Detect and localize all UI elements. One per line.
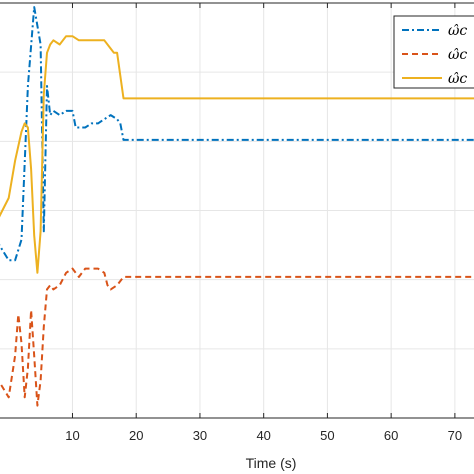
series-line-3 (0, 35, 474, 274)
x-tick-label-5: 60 (384, 428, 398, 443)
series-lines (0, 6, 474, 407)
x-tick-label-3: 40 (256, 428, 270, 443)
legend-label-2: ω̂c (448, 47, 467, 63)
legend-label-3: ω̂c (448, 71, 467, 87)
axes (0, 2, 474, 419)
x-tick-label-0: 10 (65, 428, 79, 443)
x-tick-label-1: 20 (129, 428, 143, 443)
x-tick-label-4: 50 (320, 428, 334, 443)
series-line-2 (0, 267, 474, 407)
x-tick-label-6: 70 (448, 428, 462, 443)
x-ticks: 10 20 30 40 50 60 70 (65, 3, 462, 443)
series-line-1 (0, 6, 474, 262)
grid (0, 3, 474, 418)
legend-box (393, 15, 474, 89)
legend: ω̂c ω̂c ω̂c (393, 15, 474, 89)
x-axis-label: Time (s) (246, 455, 297, 471)
legend-label-1: ω̂c (448, 23, 467, 39)
x-tick-label-2: 30 (193, 428, 207, 443)
